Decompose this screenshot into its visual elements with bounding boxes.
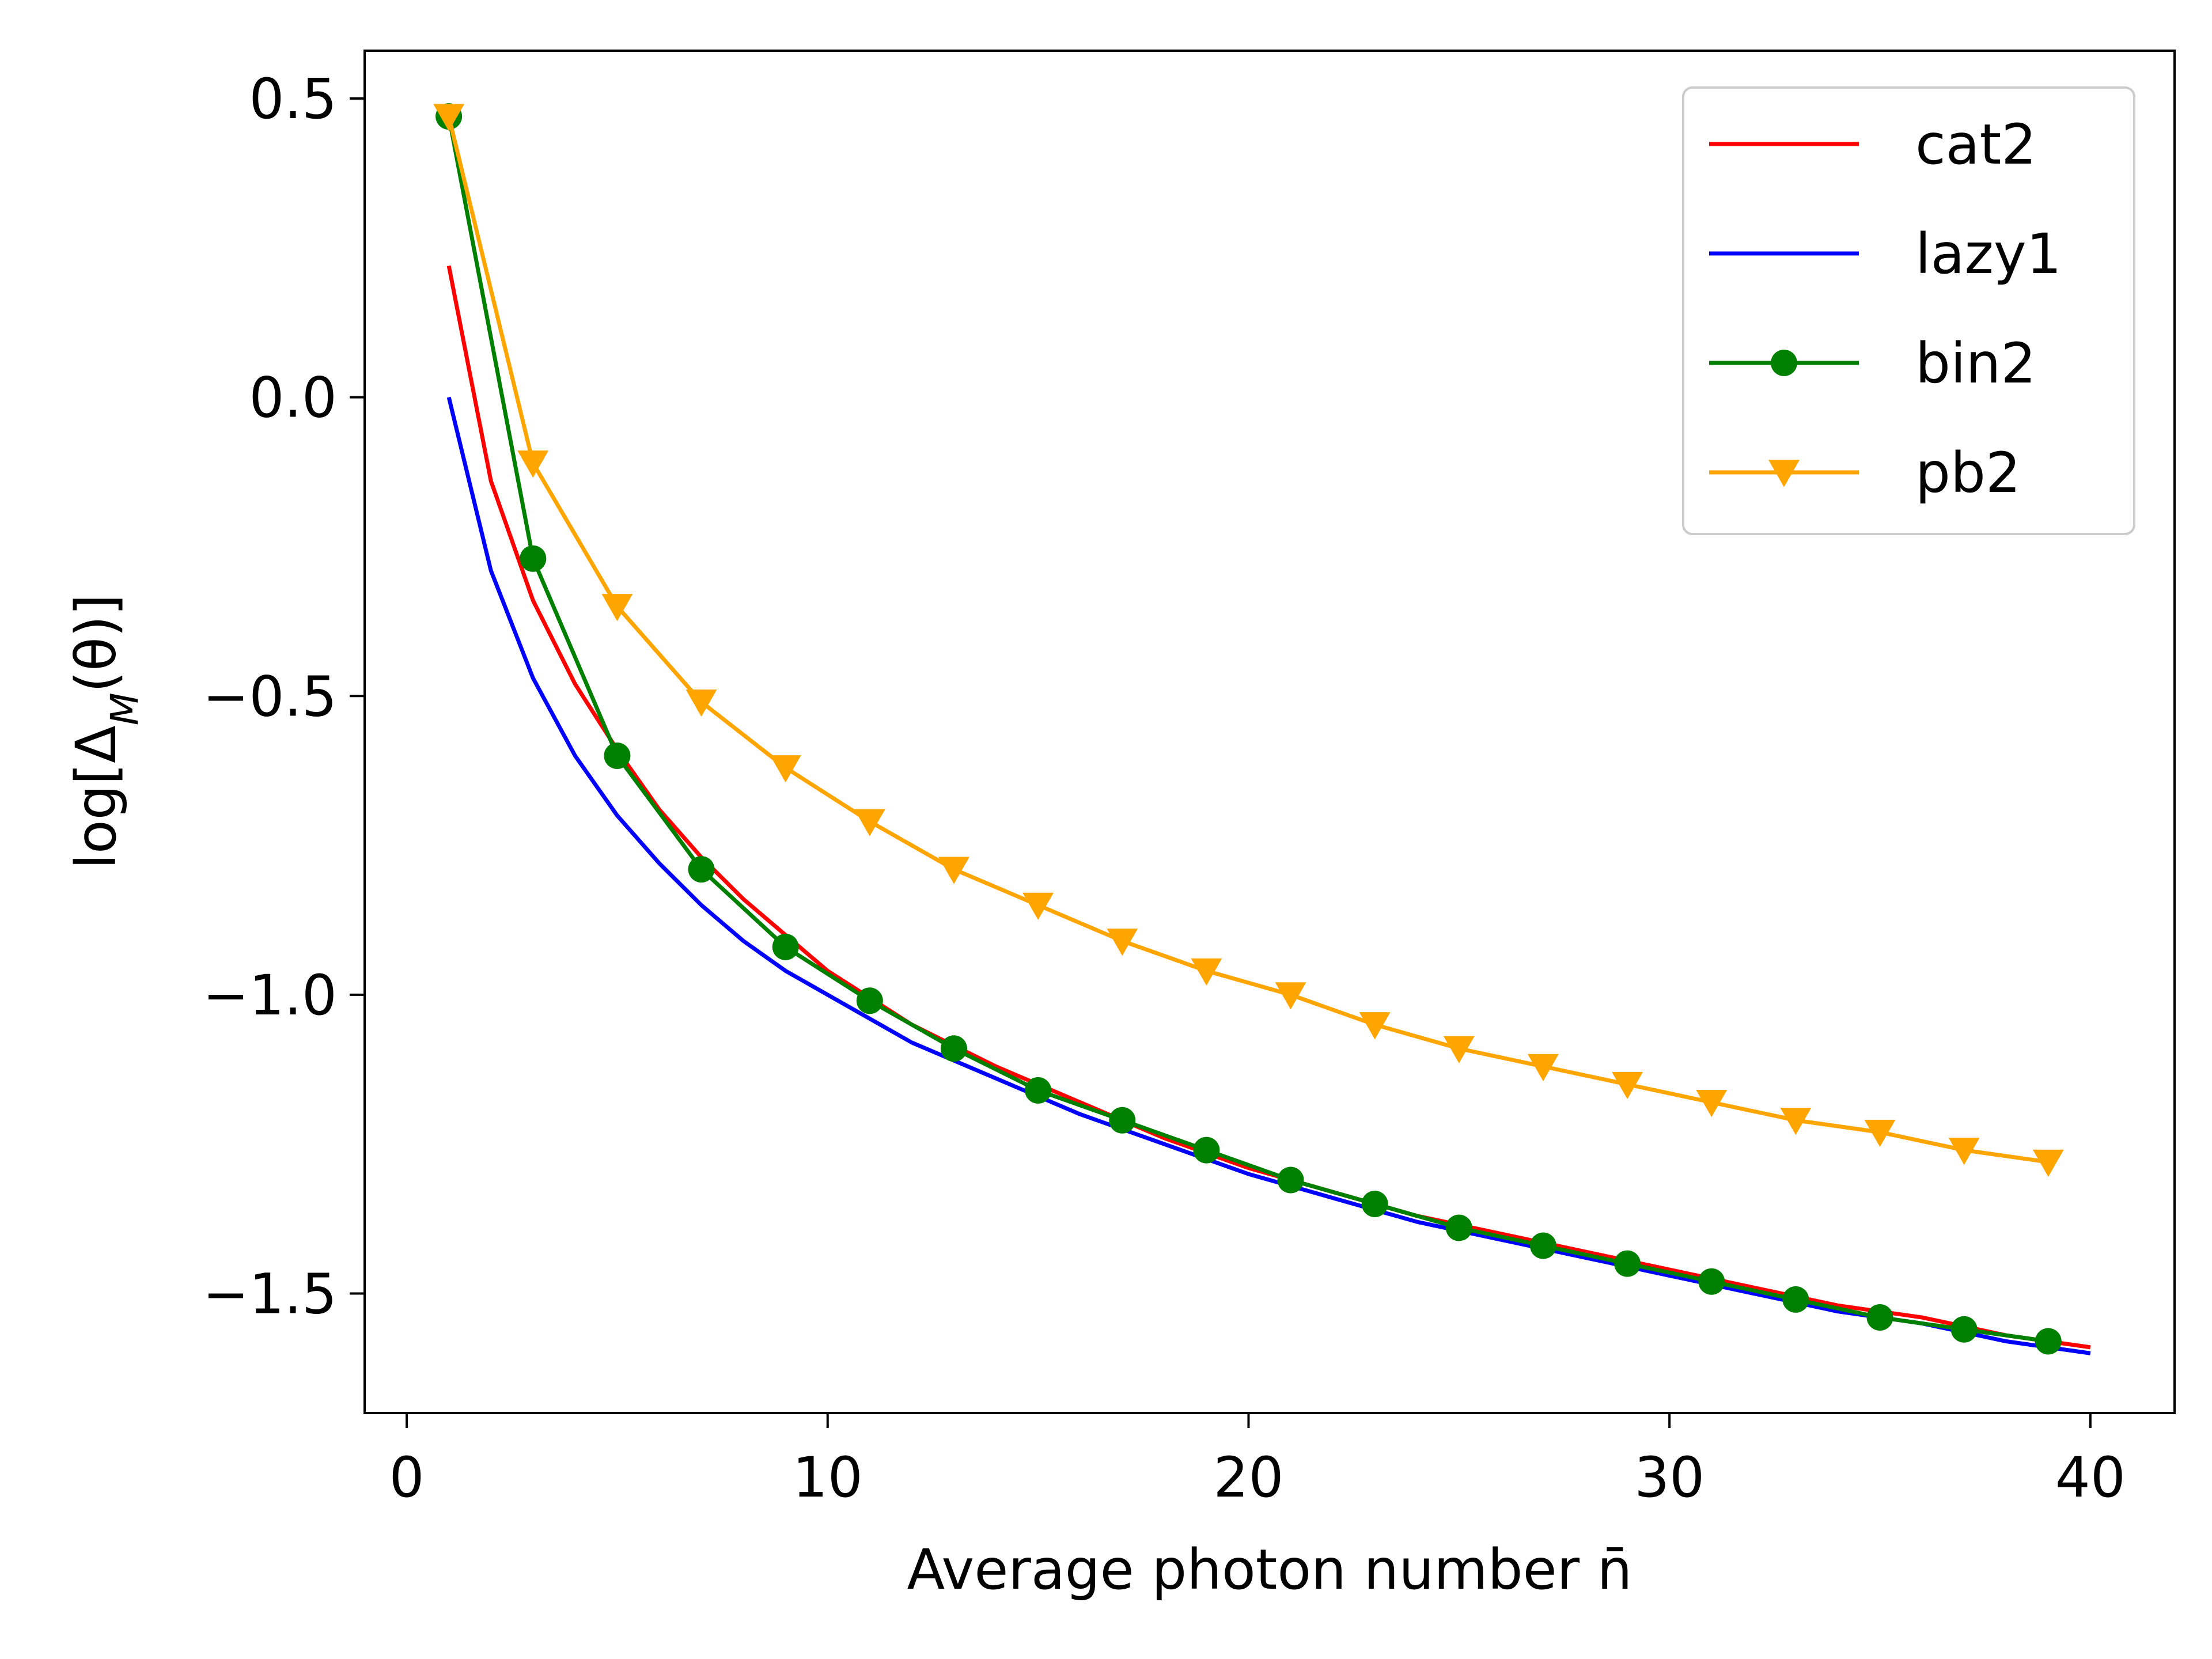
- legend-marker: [1768, 460, 1800, 487]
- y-tick-label: 0.5: [249, 67, 337, 131]
- x-axis-label: Average photon number n̄: [907, 1537, 1632, 1602]
- series-line-lazy1: [446, 396, 2091, 1355]
- legend-item-cat2: cat2: [1709, 112, 2036, 177]
- data-point-pb2: [1780, 1108, 1812, 1135]
- data-point-bin2: [1361, 1190, 1388, 1217]
- data-point-pb2: [770, 755, 801, 783]
- data-point-bin2: [1445, 1214, 1472, 1241]
- data-point-bin2: [520, 545, 547, 572]
- legend-label: bin2: [1915, 331, 2036, 396]
- data-point-bin2: [1782, 1286, 1809, 1313]
- legend-item-pb2: pb2: [1709, 441, 2021, 505]
- series-lazy1: [446, 396, 2091, 1355]
- series-pb2: [433, 104, 2064, 1177]
- y-axis: 0.5 0.0 −0.5 −1.0 −1.5: [203, 67, 365, 1327]
- data-point-bin2: [604, 742, 631, 769]
- data-point-bin2: [772, 933, 799, 960]
- legend-label: pb2: [1915, 441, 2021, 505]
- data-point-bin2: [1866, 1304, 1893, 1331]
- data-point-bin2: [2035, 1328, 2062, 1355]
- data-point-pb2: [1022, 892, 1054, 920]
- data-point-pb2: [433, 104, 465, 131]
- plot-frame: [363, 50, 2176, 1414]
- data-point-pb2: [1443, 1036, 1475, 1063]
- data-point-pb2: [1696, 1090, 1728, 1118]
- legend-marker: [1771, 350, 1797, 376]
- data-point-pb2: [1359, 1012, 1391, 1040]
- data-point-bin2: [1950, 1316, 1978, 1343]
- data-point-bin2: [940, 1035, 967, 1062]
- data-point-pb2: [1191, 958, 1222, 986]
- y-tick-label: −0.5: [203, 664, 337, 729]
- data-point-pb2: [1948, 1137, 1980, 1165]
- data-point-pb2: [2032, 1149, 2064, 1177]
- x-tick-label: 40: [2055, 1445, 2126, 1510]
- data-point-bin2: [1109, 1107, 1136, 1134]
- legend: cat2 lazy1 bin2 pb2: [1682, 86, 2135, 535]
- legend-item-lazy1: lazy1: [1709, 222, 2062, 286]
- x-tick-label: 0: [389, 1445, 425, 1510]
- data-point-pb2: [1612, 1071, 1643, 1100]
- data-point-pb2: [1107, 928, 1138, 956]
- data-point-pb2: [685, 690, 717, 717]
- series-bin2: [435, 103, 2062, 1355]
- data-point-bin2: [1025, 1077, 1052, 1104]
- data-point-bin2: [856, 987, 883, 1014]
- data-point-bin2: [1698, 1268, 1725, 1295]
- x-tick-label: 20: [1213, 1445, 1283, 1510]
- legend-item-bin2: bin2: [1709, 331, 2036, 396]
- data-point-bin2: [1193, 1137, 1220, 1164]
- series-line-bin2: [446, 116, 2049, 1343]
- y-tick-label: −1.5: [203, 1262, 337, 1327]
- data-point-pb2: [1275, 982, 1306, 1010]
- legend-box: [1682, 86, 2135, 535]
- legend-label: lazy1: [1915, 222, 2062, 286]
- x-tick-label: 30: [1634, 1445, 1705, 1510]
- legend-label: cat2: [1915, 112, 2036, 177]
- series-line-pb2: [446, 116, 2049, 1164]
- series-layer: [433, 103, 2091, 1355]
- y-axis-label: log[ΔM(θ)]: [64, 594, 147, 869]
- data-point-pb2: [601, 594, 633, 622]
- x-axis: 0 10 20 30 40: [389, 1413, 2126, 1510]
- y-tick-label: −1.0: [203, 963, 337, 1028]
- data-point-bin2: [1277, 1166, 1304, 1194]
- y-tick-label: 0.0: [249, 366, 337, 430]
- data-point-bin2: [688, 856, 715, 883]
- data-point-pb2: [854, 809, 885, 836]
- data-point-bin2: [1529, 1232, 1556, 1259]
- data-point-bin2: [1614, 1250, 1641, 1277]
- data-point-pb2: [938, 857, 969, 884]
- data-point-pb2: [517, 450, 549, 478]
- data-point-pb2: [1864, 1119, 1896, 1147]
- data-point-pb2: [1527, 1054, 1559, 1082]
- x-tick-label: 10: [793, 1445, 863, 1510]
